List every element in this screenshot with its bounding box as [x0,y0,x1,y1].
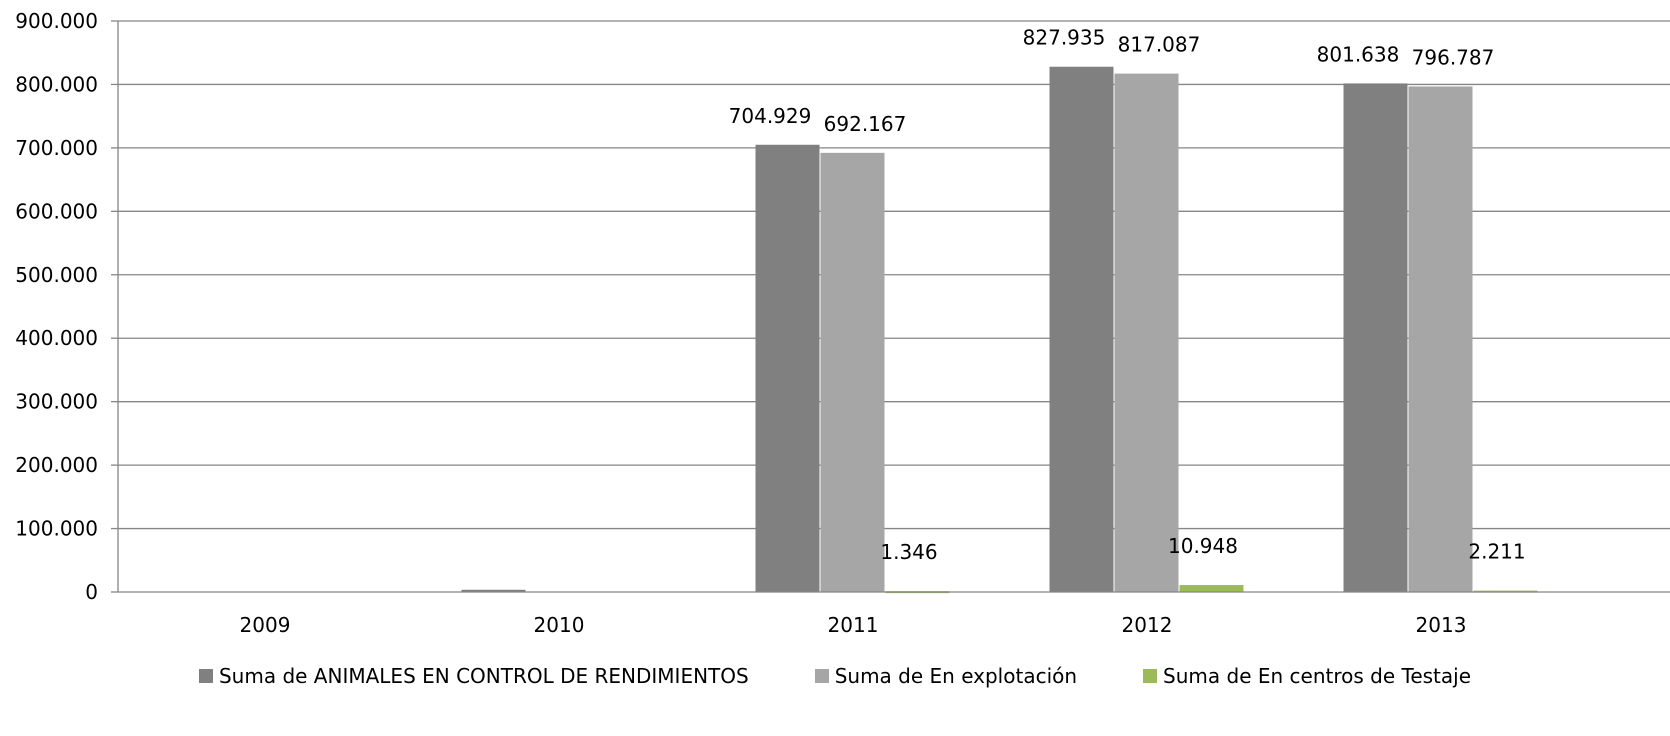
data-label: 10.948 [1168,534,1238,558]
y-tick-label: 100.000 [15,517,98,541]
data-label: 827.935 [1023,26,1106,50]
y-tick-label: 600.000 [15,199,98,223]
x-tick-label: 2013 [1416,613,1467,637]
bar [461,589,526,592]
legend-item-explotacion: Suma de En explotación [814,664,1078,688]
bar [1343,83,1408,593]
data-label: 801.638 [1317,42,1400,66]
data-label: 817.087 [1118,33,1201,57]
bars [461,66,1538,594]
legend-swatch-testaje [1143,669,1158,683]
legend: Suma de ANIMALES EN CONTROL DE RENDIMIEN… [0,664,1670,688]
y-tick-label: 700.000 [15,136,98,160]
data-label: 704.929 [729,104,812,128]
bar [1049,66,1114,592]
legend-label-testaje: Suma de En centros de Testaje [1163,664,1472,688]
legend-label-animales: Suma de ANIMALES EN CONTROL DE RENDIMIEN… [218,664,749,688]
bar [1408,86,1473,593]
legend-item-animales: Suma de ANIMALES EN CONTROL DE RENDIMIEN… [198,664,749,688]
y-tick-label: 300.000 [15,390,98,414]
data-label: 692.167 [824,112,907,136]
x-tick-label: 2012 [1122,613,1173,637]
legend-item-testaje: Suma de En centros de Testaje [1143,664,1471,688]
bar [1114,73,1179,592]
data-label: 796.787 [1412,45,1495,69]
data-label: 1.346 [880,540,937,564]
y-tick-label: 400.000 [15,326,98,350]
y-tick-label: 800.000 [15,72,98,96]
bar [820,152,885,592]
y-tick-label: 900.000 [15,9,98,33]
y-tick-label: 0 [85,580,98,604]
bar [1179,585,1244,592]
data-labels: 704.929 692.167 1.346 827.935 817.087 10.948 8… [729,26,1526,564]
x-tick-label: 2010 [534,613,585,637]
bar [755,144,820,592]
x-tick-label: 2011 [828,613,879,637]
legend-swatch-explotacion [814,669,829,683]
y-tick-label: 500.000 [15,263,98,287]
gridlines [118,20,1670,530]
legend-swatch-animales [198,669,213,683]
x-tick-label: 2009 [240,613,291,637]
data-label: 2.211 [1468,540,1525,564]
axes: 0 100.000 200.000 300.000 400.000 500.000 600.… [15,9,1670,637]
legend-label-explotacion: Suma de En explotación [834,664,1078,688]
y-tick-label: 200.000 [15,453,98,477]
